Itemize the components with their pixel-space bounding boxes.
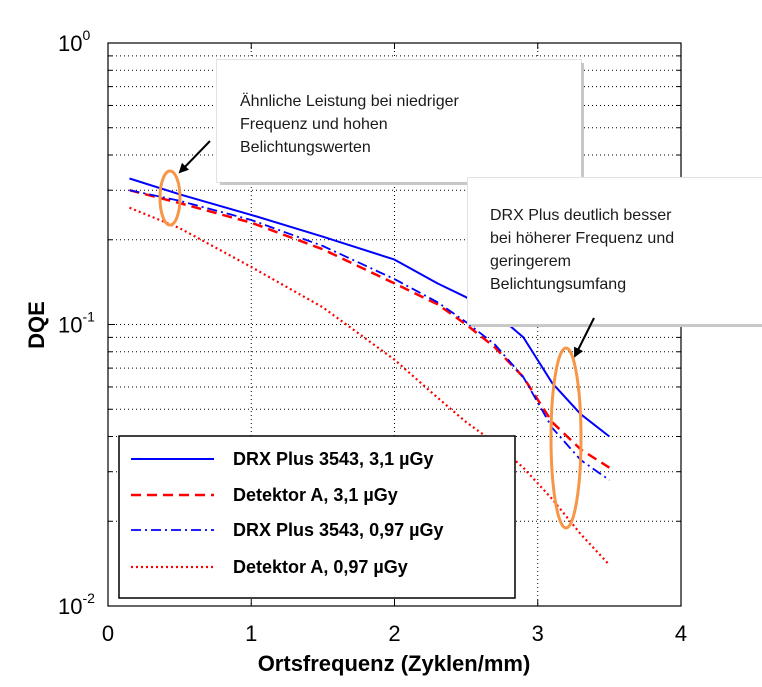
highlight-ellipse-high-frequency	[549, 346, 583, 530]
y-tick-label-2: 10-2	[58, 590, 95, 619]
annotation-high-frequency: DRX Plus deutlich besser bei höherer Fre…	[468, 178, 762, 324]
x-tick-label-4: 4	[675, 621, 687, 646]
x-tick-label-1: 1	[245, 621, 257, 646]
series-line-0	[129, 177, 611, 438]
annotation-low-frequency: Ähnliche Leistung bei niedriger Frequenz…	[217, 60, 581, 182]
x-tick-label-2: 2	[388, 621, 400, 646]
x-tick-label-3: 3	[532, 621, 544, 646]
highlight-ellipses	[158, 169, 583, 530]
legend-label-3: Detektor A, 0,97 µGy	[233, 557, 408, 577]
legend-label-2: DRX Plus 3543, 0,97 µGy	[233, 520, 443, 540]
x-tick-label-0: 0	[102, 621, 114, 646]
highlight-ellipse-low-frequency	[158, 169, 182, 227]
legend-box	[118, 435, 516, 599]
x-axis-label: Ortsfrequenz (Zyklen/mm)	[258, 651, 531, 676]
axis-ticks: 0 1 2 3 4 100 10-1 10-2	[58, 27, 687, 646]
legend-label-0: DRX Plus 3543, 3,1 µGy	[233, 449, 433, 469]
y-axis-label: DQE	[24, 301, 49, 349]
legend-label-1: Detektor A, 3,1 µGy	[233, 485, 398, 505]
y-tick-label-0: 100	[58, 27, 90, 56]
y-tick-label-1: 10-1	[58, 309, 95, 338]
series-line-1	[129, 188, 611, 469]
series-line-2	[129, 189, 610, 481]
legend: DRX Plus 3543, 3,1 µGy Detektor A, 3,1 µG…	[118, 435, 516, 599]
series-lines	[129, 177, 611, 566]
